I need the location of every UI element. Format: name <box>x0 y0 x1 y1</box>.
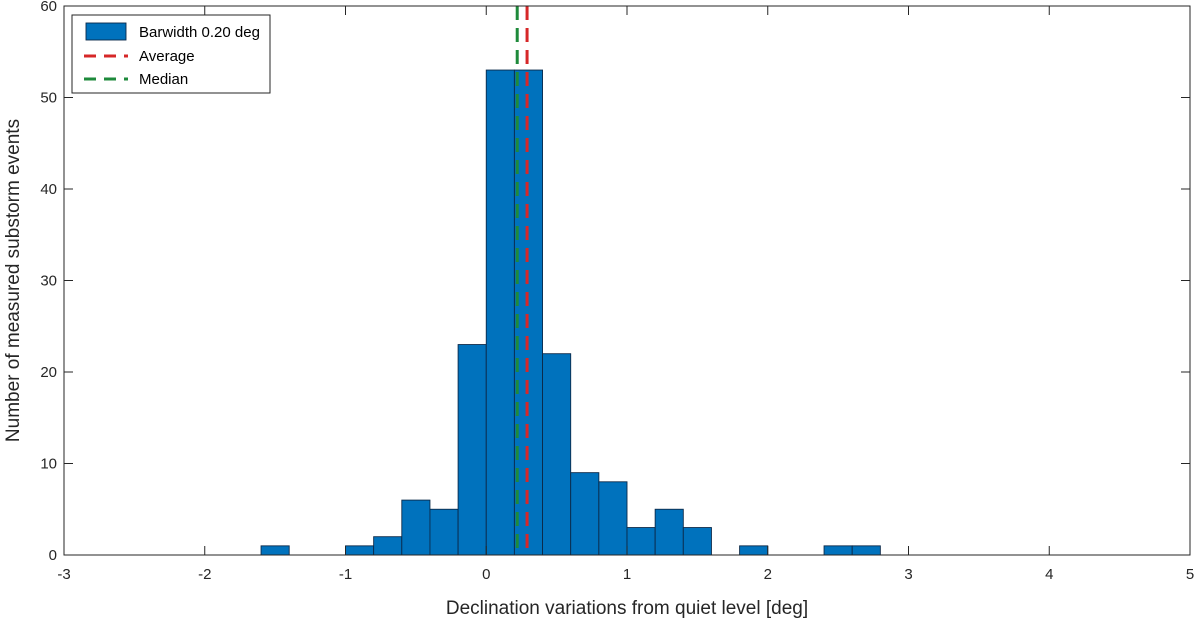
x-tick-label: 5 <box>1186 566 1194 583</box>
x-tick-label: -2 <box>198 566 211 583</box>
histogram-bar <box>682 527 712 556</box>
histogram-bar <box>457 344 487 556</box>
y-axis: 0 10 20 30 40 50 60 <box>40 0 1190 564</box>
y-tick-label: 10 <box>40 456 57 473</box>
legend-swatch-bar <box>85 22 127 41</box>
legend-label-average: Average <box>139 48 195 65</box>
x-tick-label: 2 <box>764 566 772 583</box>
histogram-bar <box>485 69 515 556</box>
legend: Barwidth 0.20 deg Average Median <box>71 14 271 94</box>
x-tick-label: 4 <box>1045 566 1053 583</box>
histogram-bar <box>373 536 403 556</box>
y-tick-label: 50 <box>40 90 57 107</box>
histogram-bar <box>626 527 656 556</box>
histogram-bars <box>260 69 881 556</box>
y-tick-label: 40 <box>40 181 57 198</box>
histogram-bar <box>542 353 572 556</box>
x-tick-label: -3 <box>57 566 70 583</box>
y-tick-label: 60 <box>40 0 57 15</box>
histogram-bar <box>598 481 628 556</box>
histogram-bar <box>570 472 600 556</box>
x-axis-label: Declination variations from quiet level … <box>446 598 808 619</box>
reference-lines <box>515 6 529 555</box>
histogram-bar <box>851 545 881 556</box>
x-tick-label: 3 <box>904 566 912 583</box>
histogram-bar <box>260 545 290 556</box>
x-tick-label: -1 <box>339 566 352 583</box>
histogram-bar <box>654 508 684 556</box>
histogram-bar <box>429 508 459 556</box>
legend-label-barwidth: Barwidth 0.20 deg <box>139 24 260 41</box>
histogram-bar <box>345 545 375 556</box>
legend-label-median: Median <box>139 71 188 88</box>
x-tick-label: 0 <box>482 566 490 583</box>
histogram-bar <box>401 499 431 556</box>
y-tick-label: 20 <box>40 364 57 381</box>
x-axis: -3 -2 -1 0 1 2 3 4 5 <box>57 6 1194 583</box>
y-axis-label: Number of measured substorm events <box>3 119 24 442</box>
y-tick-label: 30 <box>40 273 57 290</box>
histogram-bar <box>823 545 853 556</box>
y-tick-label: 0 <box>49 547 57 564</box>
histogram-bar <box>739 545 769 556</box>
x-tick-label: 1 <box>623 566 631 583</box>
